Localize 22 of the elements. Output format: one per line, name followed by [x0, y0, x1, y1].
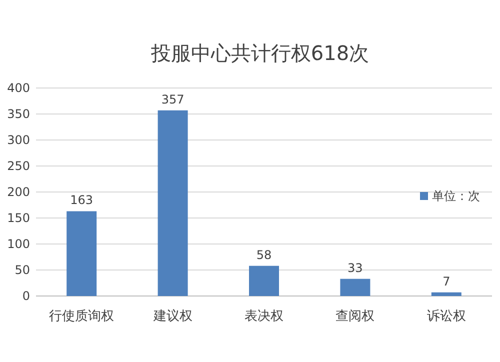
- y-tick-label: 300: [7, 133, 30, 147]
- y-tick-label: 400: [7, 81, 30, 95]
- x-tick-label: 诉讼权: [426, 309, 466, 324]
- x-tick-label: 查阅权: [336, 309, 375, 324]
- x-tick-label: 表决权: [244, 309, 284, 324]
- legend: 单位：次: [420, 189, 480, 203]
- data-label: 33: [348, 260, 363, 275]
- x-tick-label: 行使质询权: [49, 309, 114, 324]
- data-label: 163: [70, 193, 94, 208]
- chart-title: 投服中心共计行权618次: [150, 41, 370, 65]
- y-tick-label: 50: [14, 263, 30, 277]
- y-tick-label: 100: [7, 237, 30, 251]
- y-tick-label: 150: [7, 211, 30, 225]
- y-tick-label: 200: [7, 185, 30, 199]
- y-tick-label: 250: [7, 159, 30, 173]
- data-label: 357: [161, 92, 184, 106]
- y-tick-label: 0: [22, 289, 30, 303]
- legend-label: 单位：次: [432, 189, 480, 203]
- y-tick-label: 350: [7, 107, 30, 121]
- x-tick-label: 建议权: [152, 309, 192, 324]
- data-label: 58: [256, 248, 272, 262]
- data-label: 7: [442, 274, 450, 288]
